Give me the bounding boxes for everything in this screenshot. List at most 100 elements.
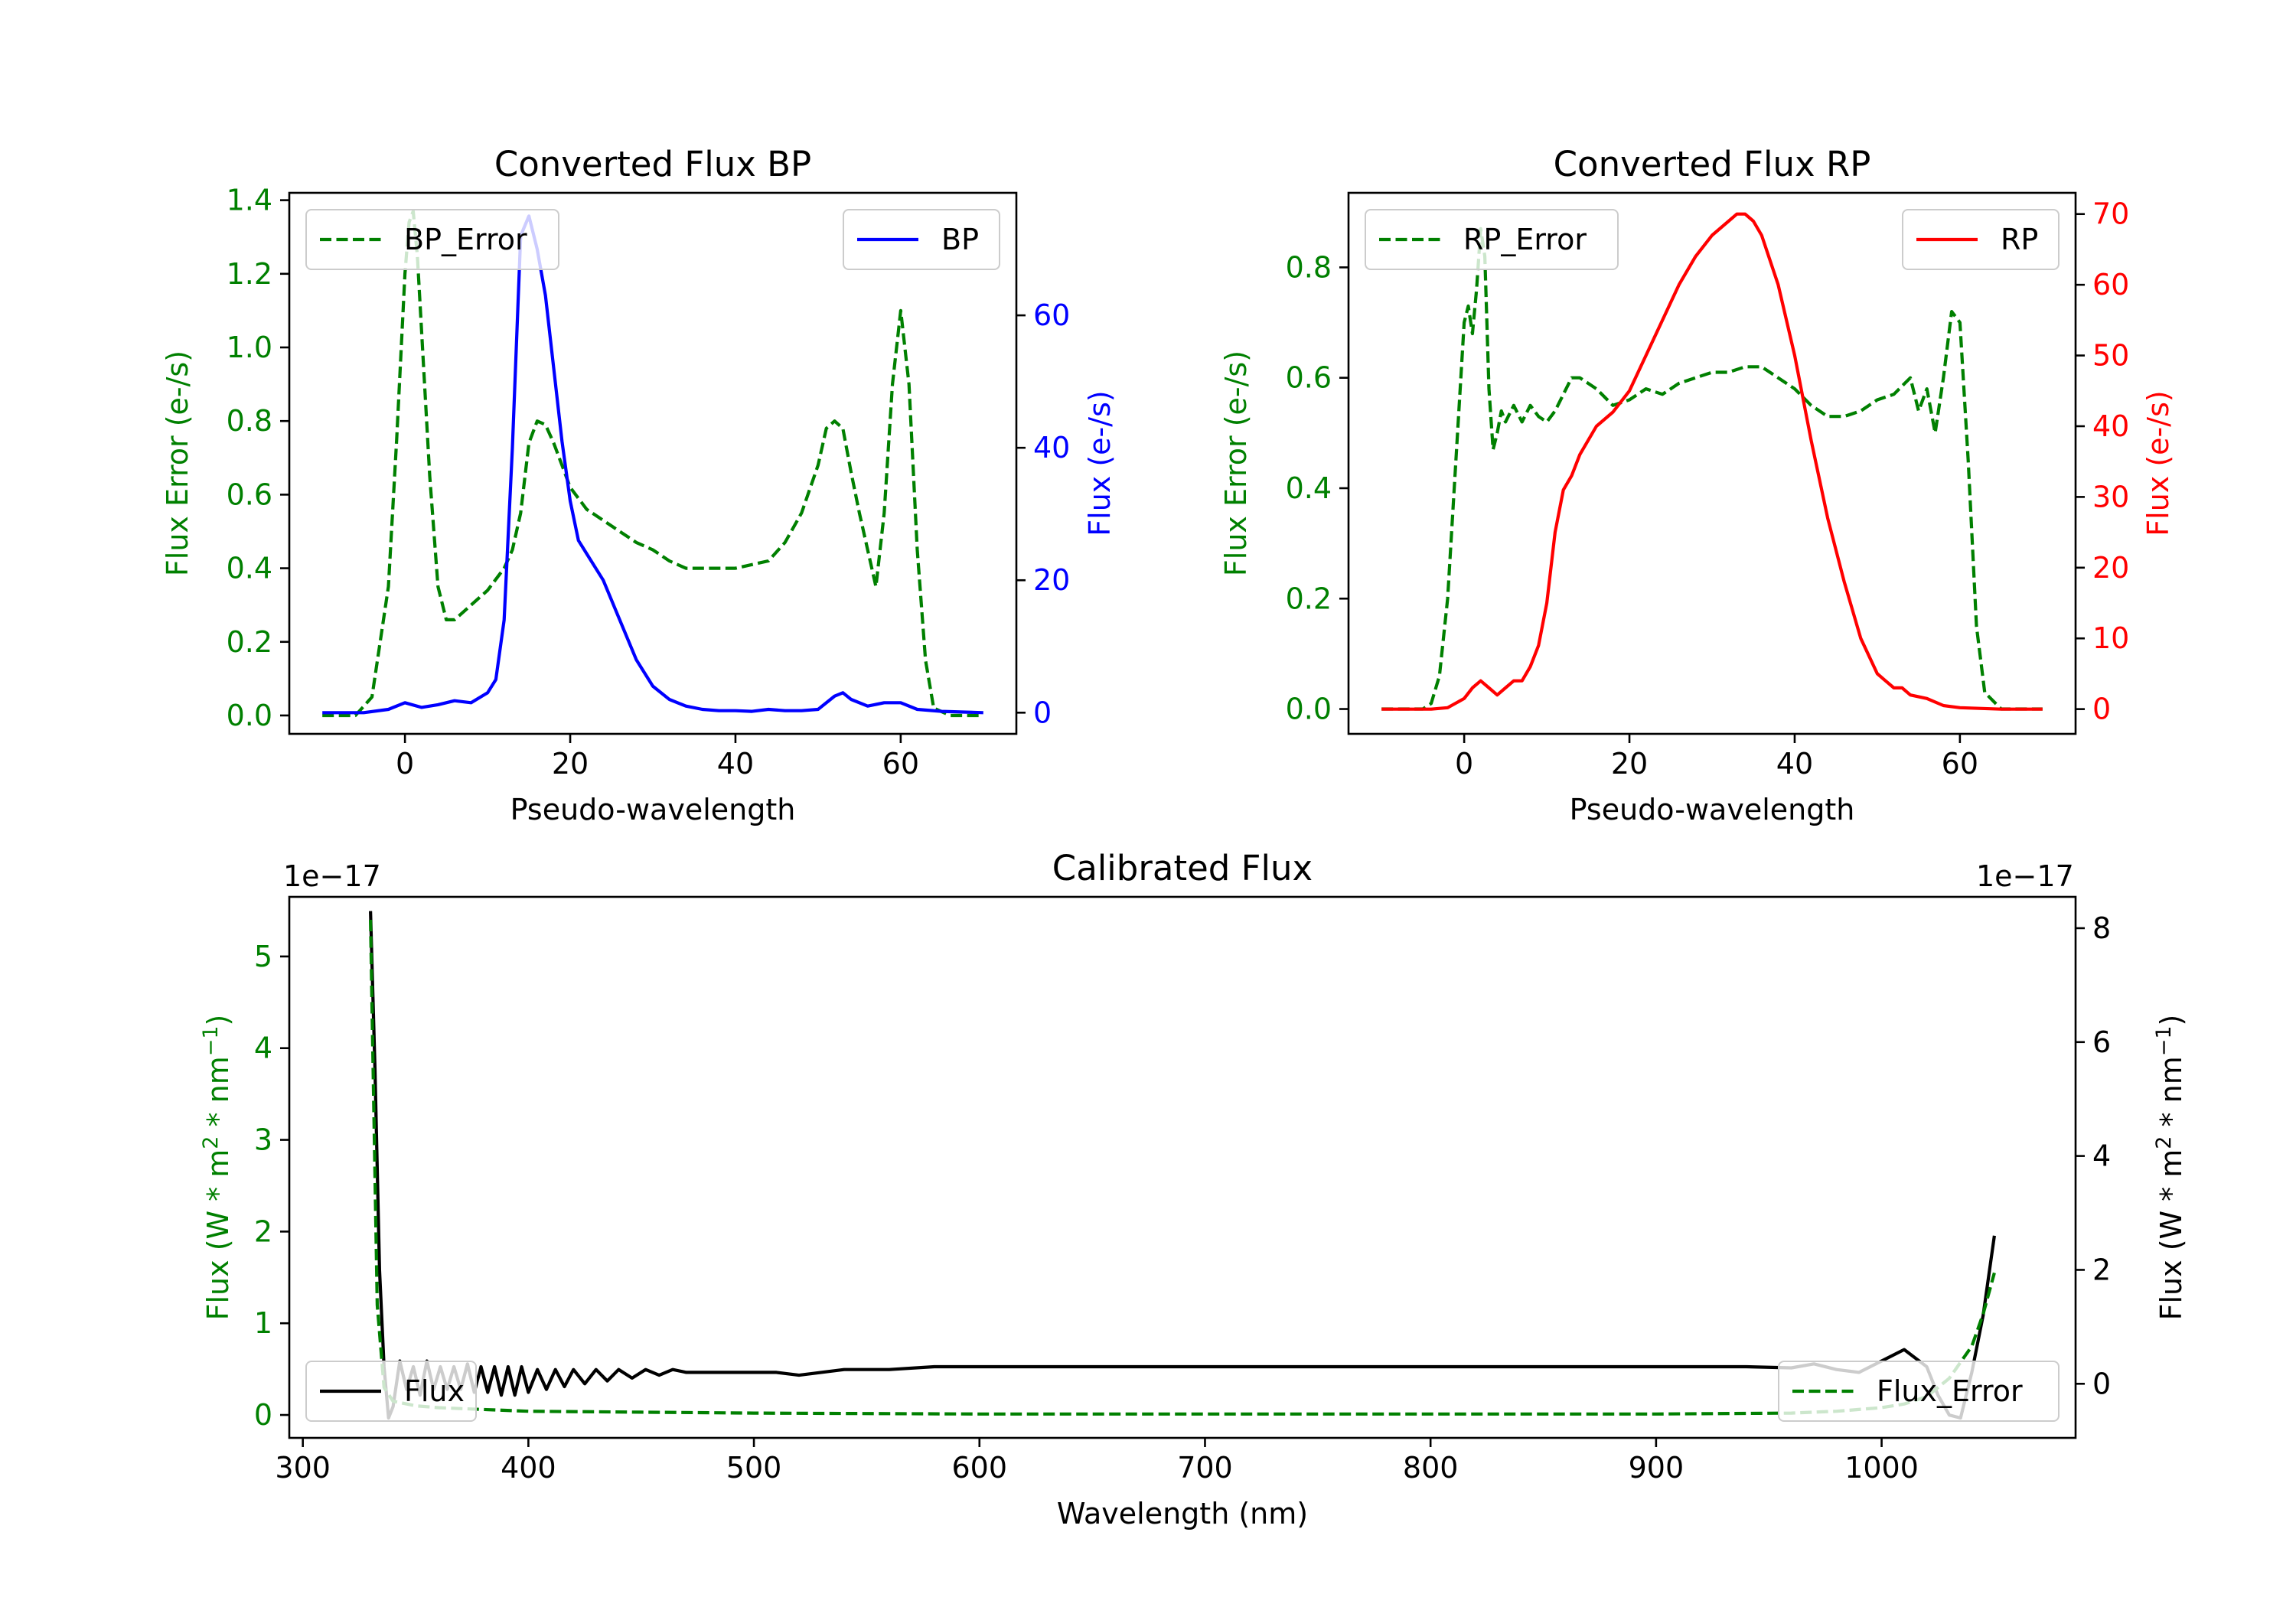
rp-x-tick-label: 0 xyxy=(1455,747,1473,781)
calibrated-chart: 300 400 500 600 700 800 900 1000 0 1 2 3 4 5 0 2 4 6 8 Cali… xyxy=(199,848,2188,1530)
bp-y-left-tick-label: 0.8 xyxy=(227,404,272,438)
rp-y-right-tick-label: 10 xyxy=(2092,621,2129,655)
cal-axes-frame xyxy=(288,895,2077,1439)
bp-y-left-tick-label: 0.4 xyxy=(227,552,272,585)
cal-y-left-label-part: −1 xyxy=(199,1025,223,1056)
rp-x-tick-label: 40 xyxy=(1776,747,1813,781)
bp-legend-box xyxy=(305,209,559,270)
rp-x-label: Pseudo-wavelength xyxy=(1570,793,1855,826)
cal-y-left-label-part: * nm xyxy=(201,1056,235,1136)
rp-x-tick-label: 60 xyxy=(1942,747,1978,781)
rp-legend-rp-error: RP_Error xyxy=(1365,209,1619,270)
rp-legend-box xyxy=(1365,209,1619,270)
rp-y-left-tick-label: 0.4 xyxy=(1286,471,1332,505)
rp-y-right-tick-label: 0 xyxy=(2092,693,2111,726)
cal-y-left-tick-label: 2 xyxy=(254,1214,272,1248)
rp-y-left-tick-label: 0.0 xyxy=(1286,693,1332,726)
cal-legend-box xyxy=(305,1361,477,1422)
bp-legend-label: BP xyxy=(941,223,979,256)
rp-y-left-tick-label: 0.2 xyxy=(1286,582,1332,615)
cal-y-right-tick-label: 0 xyxy=(2092,1367,2111,1400)
bp-y-left-tick-label: 0.6 xyxy=(227,478,272,511)
bp-series-bp-error xyxy=(322,209,983,718)
cal-x-tick-label: 700 xyxy=(1177,1451,1233,1485)
cal-y-left-label-part: Flux (W * m xyxy=(201,1149,235,1321)
bp-y-right-tick-label: 40 xyxy=(1033,431,1070,464)
rp-y-right-tick-label: 50 xyxy=(2092,339,2129,373)
cal-y-right-label-part: −1 xyxy=(2152,1025,2176,1056)
cal-y-left-label-part: ) xyxy=(201,1015,235,1026)
bp-y-left-label: Flux Error (e-/s) xyxy=(161,350,194,576)
cal-y-left-tick-label: 3 xyxy=(254,1123,272,1157)
rp-y-right-label: Flux (e-/s) xyxy=(2141,390,2175,536)
cal-y-right-tick-label: 4 xyxy=(2092,1139,2111,1173)
bp-legend-label: BP_Error xyxy=(404,223,527,256)
cal-y-right-label-part: ) xyxy=(2154,1015,2188,1026)
bp-legend-bp: BP xyxy=(843,209,1000,270)
cal-y-right-label-part: 2 xyxy=(2152,1136,2176,1149)
bp-axes-frame xyxy=(288,191,1018,735)
cal-y-right-tick-label: 6 xyxy=(2092,1025,2111,1059)
cal-y-left-label: Flux (W * m2 * nm−1) xyxy=(199,1015,235,1321)
cal-y-left-tick-label: 4 xyxy=(254,1032,272,1065)
cal-y-left-tick-label: 1 xyxy=(254,1306,272,1340)
rp-y-left-label: Flux Error (e-/s) xyxy=(1219,350,1253,576)
bp-y-right-tick-label: 60 xyxy=(1033,298,1070,332)
cal-x-tick-label: 400 xyxy=(501,1451,556,1485)
rp-y-left-tick-label: 0.8 xyxy=(1286,250,1332,284)
bp-y-left-tick-label: 0.2 xyxy=(227,625,272,659)
cal-offset-left: 1e−17 xyxy=(283,859,381,893)
cal-x-tick-label: 800 xyxy=(1403,1451,1459,1485)
cal-y-right-label-part: Flux (W * m xyxy=(2154,1149,2188,1321)
cal-legend-flux-error: Flux_Error xyxy=(1778,1361,2060,1422)
cal-legend-box xyxy=(1778,1361,2060,1422)
cal-y-left-tick-label: 0 xyxy=(254,1398,272,1432)
bp-title: Converted Flux BP xyxy=(494,144,811,184)
rp-chart: 0 20 40 60 0.0 0.2 0.4 0.6 0.8 0 10 20 30 40 50 60 70 Con… xyxy=(1219,144,2175,826)
rp-legend-label: RP xyxy=(2001,223,2038,256)
rp-y-right-tick-label: 30 xyxy=(2092,480,2129,513)
bp-chart: 0 20 40 60 0.0 0.2 0.4 0.6 0.8 1.0 1.2 1.4 0 20 40 60 Co… xyxy=(161,144,1117,826)
rp-y-right-tick-label: 60 xyxy=(2092,268,2129,302)
rp-legend-label: RP_Error xyxy=(1463,223,1587,256)
bp-x-tick-label: 20 xyxy=(552,747,589,781)
bp-series-bp xyxy=(322,214,983,715)
cal-x-tick-label: 300 xyxy=(275,1451,331,1485)
cal-x-tick-label: 500 xyxy=(726,1451,782,1485)
cal-offset-right: 1e−17 xyxy=(1976,859,2074,893)
bp-y-right-tick-label: 20 xyxy=(1033,563,1070,597)
cal-x-tick-label: 900 xyxy=(1629,1451,1684,1485)
bp-y-left-tick-label: 1.2 xyxy=(227,257,272,291)
bp-legend-box xyxy=(843,209,1000,270)
bp-x-label: Pseudo-wavelength xyxy=(510,793,796,826)
cal-legend-label: Flux xyxy=(404,1374,465,1408)
rp-y-right-tick-label: 20 xyxy=(2092,551,2129,585)
bp-x-tick-label: 0 xyxy=(396,747,414,781)
cal-y-left-label-part: 2 xyxy=(199,1136,223,1149)
cal-x-tick-label: 1000 xyxy=(1844,1451,1919,1485)
cal-y-right-tick-label: 8 xyxy=(2092,911,2111,945)
cal-legend-flux: Flux xyxy=(305,1361,477,1422)
bp-y-left-tick-label: 0.0 xyxy=(227,699,272,732)
rp-x-tick-label: 20 xyxy=(1611,747,1648,781)
rp-series-rp xyxy=(1381,212,2043,711)
cal-y-right-label-part: * nm xyxy=(2154,1056,2188,1136)
bp-y-left-tick-label: 1.0 xyxy=(227,331,272,364)
cal-y-left-tick-label: 5 xyxy=(254,940,272,973)
cal-y-right-label: Flux (W * m2 * nm−1) xyxy=(2152,1015,2188,1321)
rp-y-right-tick-label: 40 xyxy=(2092,409,2129,443)
rp-y-left-tick-label: 0.6 xyxy=(1286,361,1332,395)
cal-legend-label: Flux_Error xyxy=(1877,1374,2023,1408)
bp-y-left-tick-label: 1.4 xyxy=(227,184,272,217)
rp-legend-box xyxy=(1902,209,2060,270)
rp-legend-rp: RP xyxy=(1902,209,2060,270)
bp-x-tick-label: 60 xyxy=(882,747,919,781)
bp-y-right-tick-label: 0 xyxy=(1033,696,1052,729)
bp-y-right-label: Flux (e-/s) xyxy=(1083,390,1117,536)
bp-legend-bp-error: BP_Error xyxy=(305,209,559,270)
rp-title: Converted Flux RP xyxy=(1554,144,1871,184)
cal-x-tick-label: 600 xyxy=(952,1451,1008,1485)
cal-title: Calibrated Flux xyxy=(1052,848,1313,888)
cal-y-right-tick-label: 2 xyxy=(2092,1253,2111,1286)
